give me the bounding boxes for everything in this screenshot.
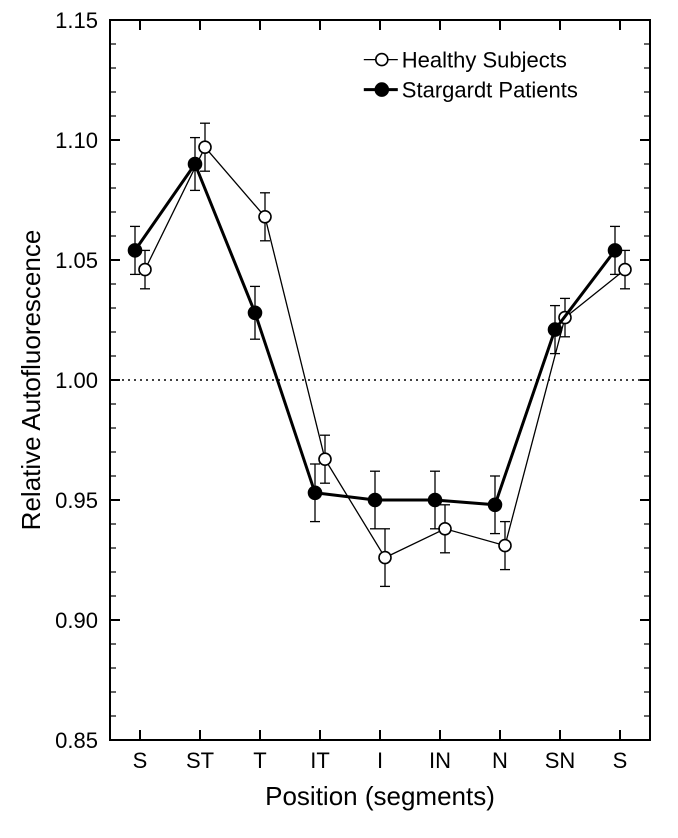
data-marker (549, 323, 562, 336)
x-tick-label: N (492, 748, 508, 773)
legend-marker (376, 54, 388, 66)
y-axis-label: Relative Autofluorescence (16, 230, 46, 531)
data-marker (319, 453, 331, 465)
x-tick-label: IT (310, 748, 330, 773)
data-marker (609, 244, 622, 257)
y-tick-label: 1.00 (55, 368, 98, 393)
legend-label: Healthy Subjects (402, 48, 567, 73)
y-tick-label: 1.10 (55, 128, 98, 153)
data-marker (429, 494, 442, 507)
x-tick-label: S (133, 748, 148, 773)
y-tick-label: 1.15 (55, 8, 98, 33)
chart-container: 0.85 0.90 0.95 1.00 1.05 1.10 1.15 S ST T IT I IN N SN… (0, 0, 678, 838)
data-marker (259, 211, 271, 223)
data-marker (489, 498, 502, 511)
x-tick-label: S (613, 748, 628, 773)
line-chart: 0.85 0.90 0.95 1.00 1.05 1.10 1.15 S ST T IT I IN N SN… (0, 0, 678, 838)
x-tick-label: I (377, 748, 383, 773)
data-marker (139, 264, 151, 276)
data-marker (129, 244, 142, 257)
data-marker (379, 552, 391, 564)
x-tick-label: IN (429, 748, 451, 773)
y-tick-label: 1.05 (55, 248, 98, 273)
data-marker (439, 523, 451, 535)
data-marker (199, 141, 211, 153)
data-marker (189, 158, 202, 171)
data-marker (369, 494, 382, 507)
data-marker (249, 306, 262, 319)
legend-marker (375, 83, 388, 96)
data-marker (619, 264, 631, 276)
y-tick-label: 0.90 (55, 608, 98, 633)
y-tick-label: 0.95 (55, 488, 98, 513)
x-tick-label: T (253, 748, 266, 773)
data-marker (499, 540, 511, 552)
x-axis-label: Position (segments) (265, 781, 495, 811)
x-tick-label: ST (186, 748, 214, 773)
x-tick-label: SN (545, 748, 576, 773)
data-marker (309, 486, 322, 499)
legend-label: Stargardt Patients (402, 78, 578, 103)
y-tick-label: 0.85 (55, 728, 98, 753)
